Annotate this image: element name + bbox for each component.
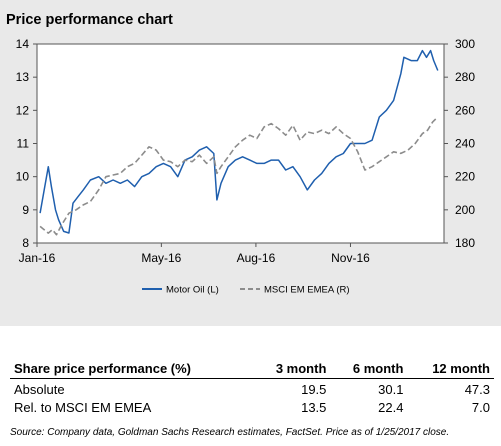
table-cell: 22.4	[378, 400, 404, 415]
y-right-tick-label: 260	[455, 103, 475, 117]
x-tick-label: Nov-16	[331, 251, 370, 265]
table-header-label: Share price performance (%)	[10, 358, 254, 379]
table-cell: 7.0	[471, 400, 490, 415]
y-left-tick-label: 10	[16, 170, 30, 184]
table-header-6-month: 6 month	[330, 358, 408, 379]
share-price-performance-table: Share price performance (%) 3 month 6 mo…	[10, 358, 494, 415]
price-performance-chart: 8 9 10 11 12 13 14 180 200 220 240 260 280 300 Jan-16 M…	[16, 37, 476, 296]
y-right-tick-label: 300	[455, 37, 475, 51]
source-note: Source: Company data, Goldman Sachs Rese…	[10, 427, 450, 438]
legend-label: Motor Oil (L)	[166, 285, 219, 296]
y-right-tick-label: 240	[455, 137, 475, 151]
table-header-3-month: 3 month	[253, 358, 331, 379]
y-right-tick-label: 200	[455, 203, 475, 217]
table-cell: 13.5	[301, 400, 327, 415]
table-cell: 19.5	[301, 382, 327, 397]
series-line-motor-oil	[39, 49, 439, 234]
y-left-tick-label: 13	[16, 70, 30, 84]
legend-label: MSCI EM EMEA (R)	[264, 285, 350, 296]
x-tick-label: Aug-16	[237, 251, 276, 265]
table-row-absolute: Absolute 19.5 30.1 47.3	[10, 379, 494, 397]
x-tick-label: Jan-16	[19, 251, 56, 265]
y-left-tick-label: 14	[16, 37, 30, 51]
plot-area	[37, 44, 444, 243]
chart-title: Price performance chart	[6, 12, 173, 28]
y-left-tick-label: 11	[17, 137, 30, 151]
x-tick-label: May-16	[141, 251, 181, 265]
y-left-tick-label: 8	[22, 236, 29, 250]
table-cell: 47.3	[464, 382, 490, 397]
y-right-tick-label: 220	[455, 170, 475, 184]
y-left-tick-label: 12	[16, 103, 30, 117]
table-header-12-month: 12 month	[407, 358, 494, 379]
table-cell: 30.1	[378, 382, 404, 397]
y-right-tick-label: 280	[455, 70, 475, 84]
y-left-tick-label: 9	[22, 203, 29, 217]
table-cell: Absolute	[14, 382, 65, 397]
table-header-row: Share price performance (%) 3 month 6 mo…	[10, 358, 494, 379]
plot-border	[36, 43, 445, 244]
series-line-msci-em-emea	[39, 116, 439, 236]
y-right-tick-label: 180	[455, 236, 475, 250]
table-row-relative: Rel. to MSCI EM EMEA 13.5 22.4 7.0	[10, 397, 494, 415]
table-cell: Rel. to MSCI EM EMEA	[14, 400, 152, 415]
